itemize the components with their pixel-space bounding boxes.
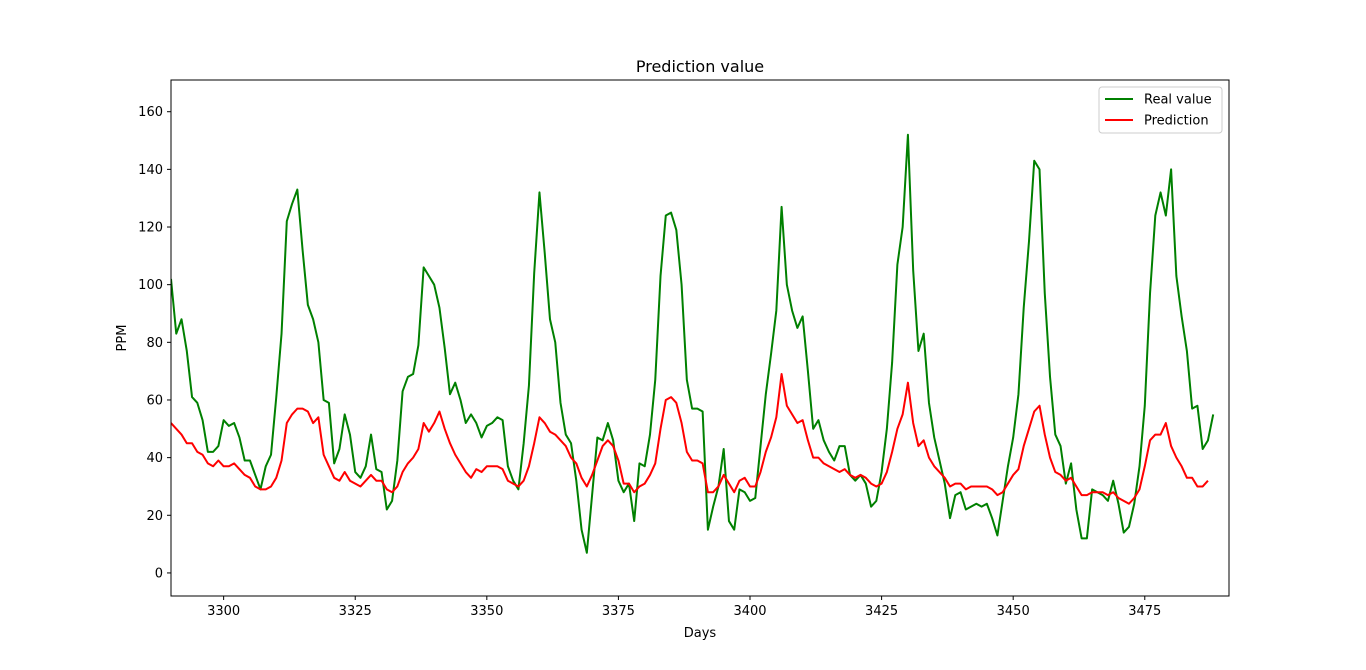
y-tick-label: 80 — [146, 336, 163, 351]
y-tick-label: 100 — [138, 278, 163, 293]
y-tick-label: 20 — [146, 509, 163, 524]
legend-label-real-value: Real value — [1144, 93, 1212, 108]
x-tick-label: 3475 — [1128, 604, 1161, 619]
y-axis: 0 20 40 60 80 100 120 140 160 — [138, 105, 171, 581]
x-tick-label: 3375 — [602, 604, 635, 619]
y-tick-label: 160 — [138, 105, 163, 120]
plot-frame — [170, 79, 1230, 597]
y-axis-title: PPM — [115, 325, 130, 352]
x-tick-label: 3425 — [865, 604, 898, 619]
series-line-real-value — [171, 133, 1215, 554]
x-tick-label: 3450 — [997, 604, 1030, 619]
y-tick-label: 60 — [146, 393, 163, 408]
chart-title: Prediction value — [636, 57, 764, 76]
x-tick-label: 3400 — [733, 604, 766, 619]
x-tick-label: 3325 — [339, 604, 372, 619]
y-tick-label: 40 — [146, 451, 163, 466]
x-axis: 3300 3325 3350 3375 3400 3425 3450 3475 — [207, 596, 1161, 619]
y-tick-label: 0 — [155, 566, 163, 581]
series-layer — [171, 133, 1215, 554]
x-tick-label: 3300 — [207, 604, 240, 619]
x-tick-label: 3350 — [470, 604, 503, 619]
series-line-prediction — [171, 373, 1209, 505]
legend: Real value Prediction — [1098, 86, 1223, 134]
plot-area — [170, 79, 1230, 597]
y-tick-label: 120 — [138, 221, 163, 236]
x-axis-title: Days — [684, 626, 717, 641]
y-tick-label: 140 — [138, 163, 163, 178]
legend-label-prediction: Prediction — [1144, 114, 1209, 129]
